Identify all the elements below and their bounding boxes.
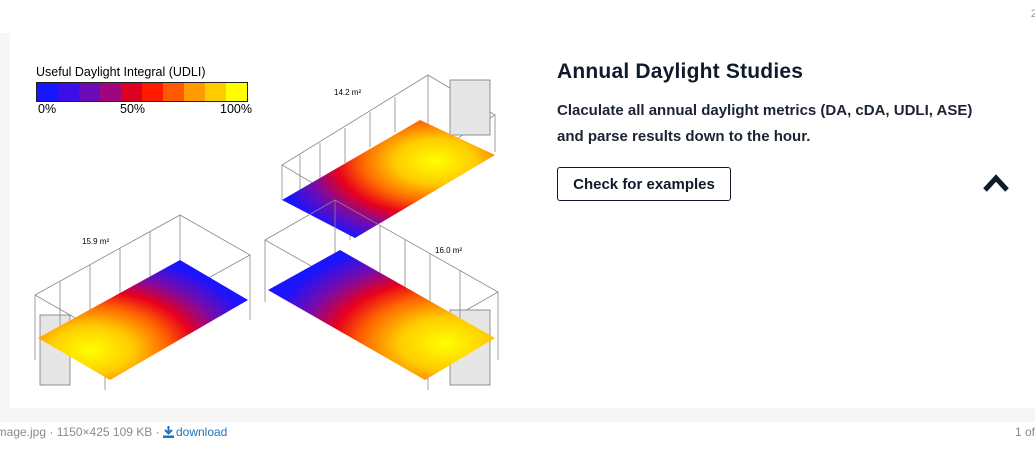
download-label: download [175,425,228,439]
file-size: 109 KB [112,425,153,439]
download-icon [162,426,174,438]
legend-swatch-8 [205,83,226,101]
legend-color-bar [36,82,248,102]
chevron-up-icon [983,174,1009,192]
collapse-toggle[interactable] [982,172,1010,194]
room-b-heatmap [38,260,248,380]
legend-swatch-7 [184,83,205,101]
section-heading: Annual Daylight Studies [557,60,804,83]
legend-tick-100: 100% [220,102,252,116]
room-a-wireframe [281,74,496,240]
legend-tick-0: 0% [38,102,57,116]
legend-swatch-0 [37,83,58,101]
corner-number: 2 [1030,8,1035,20]
section-description: Claculate all annual daylight metrics (D… [557,102,973,145]
legend-title: Useful Daylight Integral (UDLI) [36,65,206,79]
page-count: 1 of [1014,425,1035,439]
room-b-area-label: 15.9 m² [82,237,110,246]
legend-swatch-3 [100,83,121,101]
legend-tick-50: 50% [120,102,146,116]
room-a-heatmap [282,120,495,238]
legend-swatch-6 [163,83,184,101]
image-meta: image.jpg · 1150×425 109 KB · download [0,425,227,439]
top-strip: 2 [0,0,1035,33]
download-link[interactable]: download [162,425,228,439]
legend-swatch-4 [121,83,142,101]
image-dimensions: 1150×425 [56,425,110,439]
room-c-area-label: 16.0 m² [435,246,463,255]
legend-swatch-9 [226,83,247,101]
file-name: image.jpg [0,425,47,439]
daylight-figure: Useful Daylight Integral (UDLI) 0% 50% 1… [20,60,510,395]
legend-swatch-2 [79,83,100,101]
check-examples-button[interactable]: Check for examples [557,167,731,201]
room-c-heatmap [268,250,495,380]
room-diagrams [34,74,499,390]
legend-swatch-1 [58,83,79,101]
legend-swatch-5 [142,83,163,101]
room-a-area-label: 14.2 m² [334,88,362,97]
